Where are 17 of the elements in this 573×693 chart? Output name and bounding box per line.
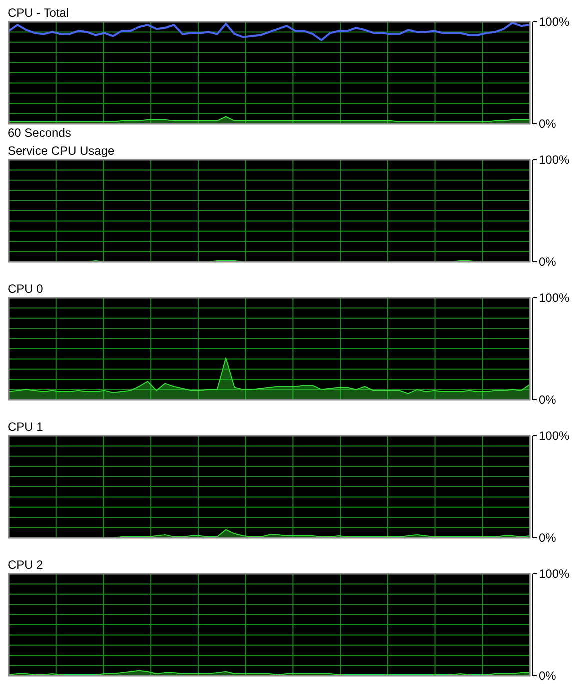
y-tick-label: 0% [539,669,557,683]
y-tick-label: 0% [539,117,557,131]
y-tick-label: 100% [539,567,570,581]
chart-title: Service CPU Usage [8,144,116,158]
y-tick-label: 100% [539,429,570,443]
y-tick-label: 100% [539,153,570,167]
y-tick-label: 100% [539,291,570,305]
y-tick-label: 0% [539,255,557,269]
y-tick-label: 0% [539,393,557,407]
x-axis-title: 60 Seconds [8,126,72,140]
chart-title: CPU 0 [8,282,44,296]
chart-title: CPU 1 [8,420,44,434]
chart-title: CPU - Total [8,6,70,20]
chart-title: CPU 2 [8,558,44,572]
y-tick-label: 100% [539,15,570,29]
y-tick-label: 0% [539,531,557,545]
line-series [8,22,531,42]
